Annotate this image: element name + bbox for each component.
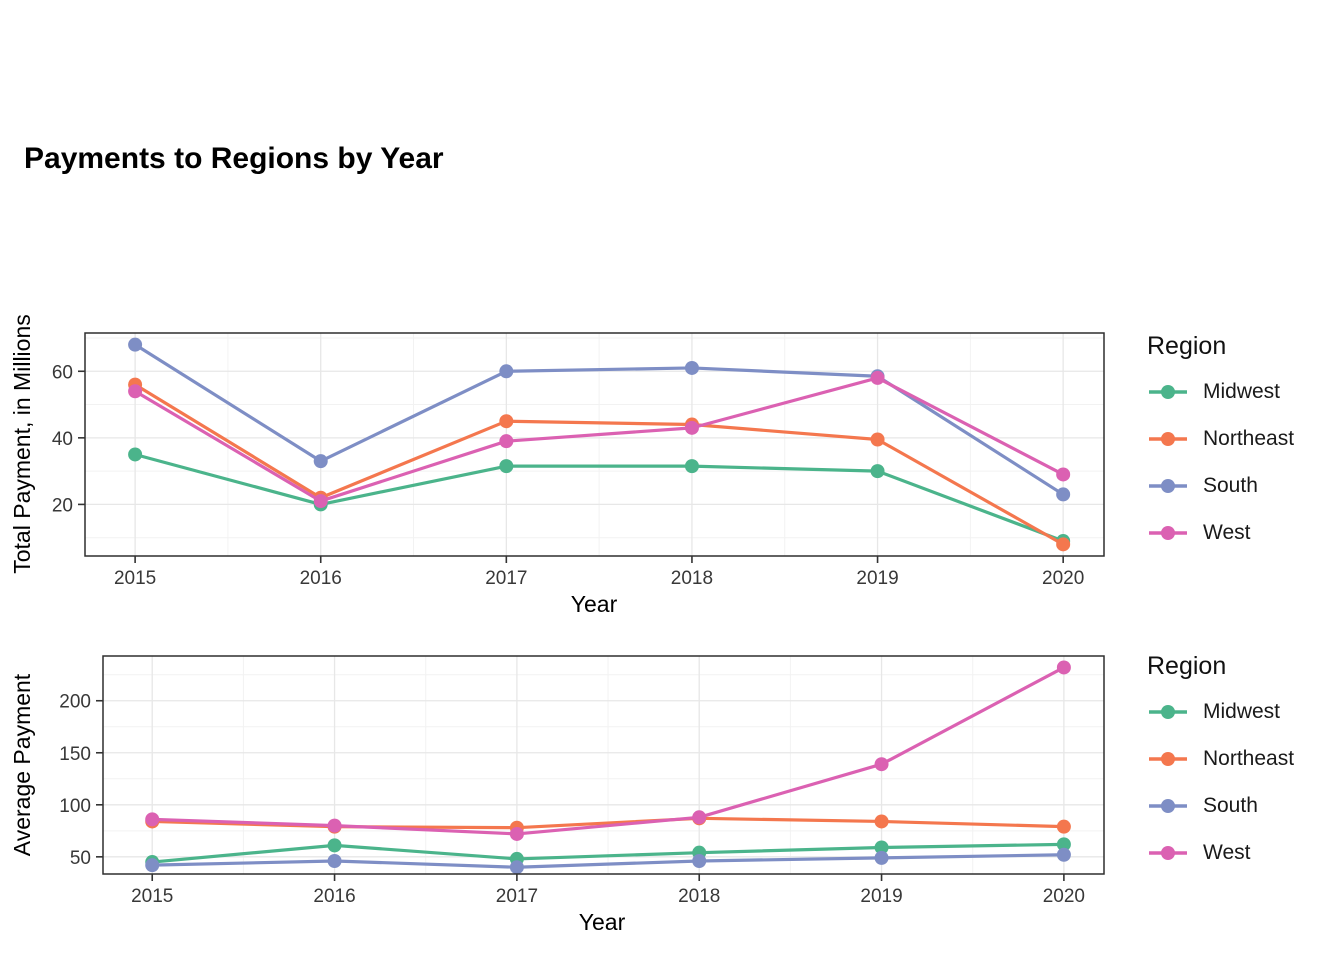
legend-item-midwest: Midwest bbox=[1147, 377, 1337, 407]
legend-item-label: West bbox=[1203, 841, 1251, 864]
legend-key-west-icon bbox=[1149, 846, 1187, 860]
x-axis-title-average: Year bbox=[579, 909, 626, 935]
legend-item-south: South bbox=[1147, 791, 1337, 821]
x-tick-label: 2016 bbox=[300, 568, 342, 589]
legend-title: Region bbox=[1147, 652, 1227, 680]
x-tick-label: 2017 bbox=[496, 886, 538, 907]
axes: 2015 2016 2017 2018 2019 2020 50 100 150 200 bbox=[59, 692, 1085, 907]
legend-item-label: South bbox=[1203, 794, 1258, 817]
y-tick-label: 60 bbox=[52, 362, 73, 383]
series-west bbox=[128, 370, 1071, 509]
region-legend-top: Region Midwest Northeast South West bbox=[1147, 332, 1337, 548]
y-tick-label: 150 bbox=[59, 744, 91, 765]
legend-key-west-icon bbox=[1149, 526, 1187, 540]
x-tick-label: 2020 bbox=[1043, 886, 1085, 907]
y-tick-label: 50 bbox=[70, 848, 91, 869]
series-west bbox=[145, 660, 1071, 841]
x-tick-label: 2016 bbox=[313, 886, 355, 907]
legend-item-south: South bbox=[1147, 471, 1337, 501]
legend-item-label: Northeast bbox=[1203, 427, 1295, 450]
average-payment-plot: 2015 2016 2017 2018 2019 2020 50 100 150 200 Aver… bbox=[9, 655, 1105, 935]
y-tick-label: 40 bbox=[52, 429, 73, 450]
legend-item-label: Midwest bbox=[1203, 380, 1281, 403]
y-axis-title-average: Average Payment bbox=[9, 673, 35, 856]
chart-title: Payments to Regions by Year bbox=[24, 142, 444, 175]
legend-item-label: Northeast bbox=[1203, 747, 1295, 770]
legend-key-midwest-icon bbox=[1149, 705, 1187, 719]
x-tick-label: 2019 bbox=[856, 568, 898, 589]
y-tick-label: 100 bbox=[59, 796, 91, 817]
x-axis-title-total: Year bbox=[571, 591, 618, 617]
legend-item-west: West bbox=[1147, 518, 1337, 548]
legend-key-midwest-icon bbox=[1149, 385, 1187, 399]
y-axis-title-total: Total Payment, in Millions bbox=[9, 314, 35, 574]
x-tick-label: 2019 bbox=[860, 886, 902, 907]
legend-item-northeast: Northeast bbox=[1147, 744, 1337, 774]
x-tick-label: 2017 bbox=[485, 568, 527, 589]
y-tick-label: 20 bbox=[52, 495, 73, 516]
legend-key-south-icon bbox=[1149, 479, 1187, 493]
x-tick-label: 2015 bbox=[131, 886, 173, 907]
series-south bbox=[145, 847, 1071, 875]
x-tick-label: 2018 bbox=[678, 886, 720, 907]
legend-key-northeast-icon bbox=[1149, 752, 1187, 766]
x-tick-label: 2015 bbox=[114, 568, 156, 589]
region-legend-bottom: Region Midwest Northeast South West bbox=[1147, 652, 1337, 868]
x-tick-label: 2018 bbox=[671, 568, 713, 589]
legend-item-midwest: Midwest bbox=[1147, 697, 1337, 727]
legend-items-1: Midwest Northeast South West bbox=[1147, 377, 1337, 548]
y-tick-label: 200 bbox=[59, 692, 91, 713]
legend-item-label: West bbox=[1203, 521, 1251, 544]
legend-items-2: Midwest Northeast South West bbox=[1147, 697, 1337, 868]
legend-item-west: West bbox=[1147, 838, 1337, 868]
legend-item-northeast: Northeast bbox=[1147, 424, 1337, 454]
legend-item-label: Midwest bbox=[1203, 700, 1281, 723]
series-south bbox=[128, 337, 1071, 502]
legend-key-northeast-icon bbox=[1149, 432, 1187, 446]
plot-canvas-2: 2015 2016 2017 2018 2019 2020 50 100 150 200 bbox=[59, 655, 1105, 907]
legend-key-south-icon bbox=[1149, 799, 1187, 813]
x-tick-label: 2020 bbox=[1042, 568, 1084, 589]
legend-title: Region bbox=[1147, 332, 1227, 360]
legend-item-label: South bbox=[1203, 474, 1258, 497]
